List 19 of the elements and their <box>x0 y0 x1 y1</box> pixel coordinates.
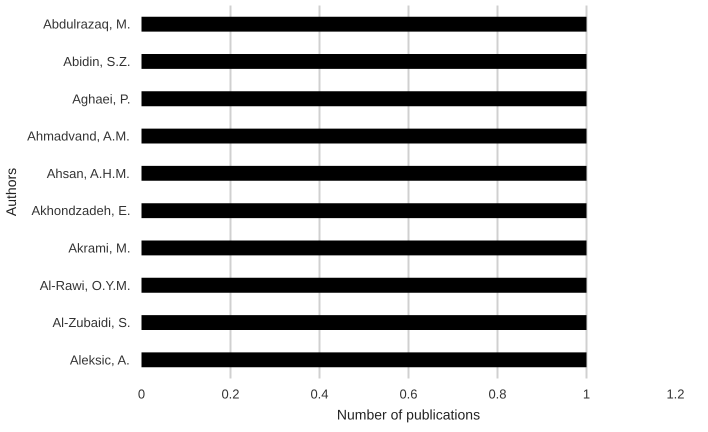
x-axis-title: Number of publications <box>336 406 480 422</box>
x-tick-label: 0.4 <box>310 386 329 402</box>
y-tick-label: Abidin, S.Z. <box>63 54 131 69</box>
y-tick-label: Al-Rawi, O.Y.M. <box>40 278 131 293</box>
y-tick-label: Akhondzadeh, E. <box>31 203 131 218</box>
x-tick-label: 1.2 <box>666 386 685 402</box>
x-tick-label: 0.6 <box>399 386 418 402</box>
y-tick-label: Ahmadvand, A.M. <box>27 128 130 144</box>
y-tick-label: Akrami, M. <box>68 240 131 256</box>
y-tick-label: Aleksic, A. <box>70 352 130 368</box>
y-tick-label: Aghaei, P. <box>72 91 131 106</box>
y-tick-label: Al-Zubaidi, S. <box>52 315 131 330</box>
y-tick-label: Ahsan, A.H.M. <box>46 166 130 181</box>
x-tick-label: 0.8 <box>488 386 507 402</box>
x-tick-label: 1 <box>582 386 590 402</box>
x-tick-label: 0 <box>138 386 146 402</box>
y-tick-label: Abdulrazaq, M. <box>43 16 131 32</box>
x-tick-label: 0.2 <box>221 386 240 402</box>
y-axis-title: Authors <box>3 168 20 216</box>
